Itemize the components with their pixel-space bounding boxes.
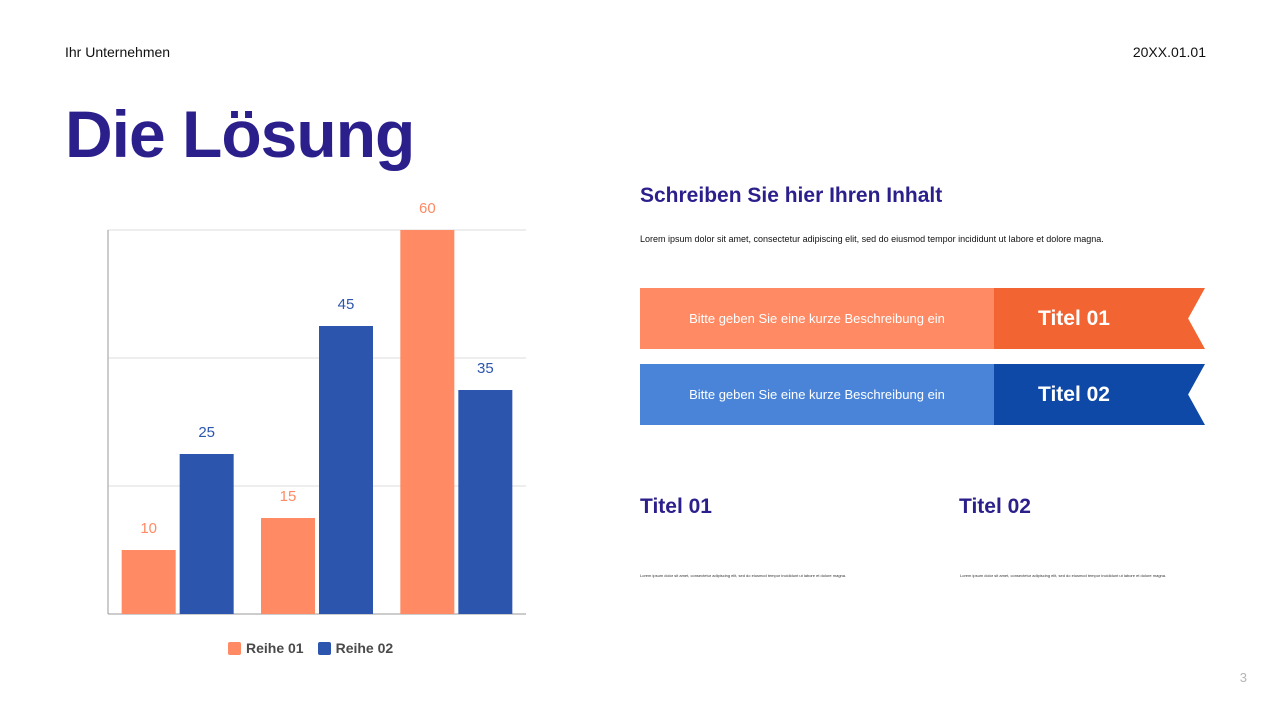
bar-s2-c1: [179, 454, 234, 614]
column-2-title: Titel 02: [959, 495, 1031, 518]
legend-item-series-1: Reihe 01: [228, 640, 304, 656]
banner-2-tag: Titel 02: [994, 364, 1205, 425]
column-2-text: Lorem ipsum dolor sit amet, consectetur …: [960, 573, 1167, 578]
data-label-s1-c2: 15: [280, 488, 297, 505]
legend-label-series-1: Reihe 01: [246, 640, 304, 656]
column-1-title: Titel 01: [640, 495, 712, 518]
banner-1-title: Titel 01: [1038, 306, 1110, 330]
bar-s2-c3: [458, 390, 513, 614]
page-title: Die Lösung: [65, 97, 415, 171]
banner-1-description: Bitte geben Sie eine kurze Beschreibung …: [640, 288, 994, 349]
bar-s1-c2: [261, 518, 315, 614]
bar-s1-c3: [400, 230, 455, 614]
banner-1: Bitte geben Sie eine kurze Beschreibung …: [640, 288, 1205, 349]
date-label: 20XX.01.01: [1132, 44, 1206, 60]
chart-legend: Reihe 01 Reihe 02: [228, 640, 393, 656]
bar-chart: 10 25 15 45 60 35: [107, 200, 526, 615]
bar-s2-c2: [319, 326, 373, 614]
banner-2-title: Titel 02: [1038, 382, 1110, 406]
data-label-s2-c1: 25: [198, 424, 215, 441]
banner-1-tag: Titel 01: [994, 288, 1205, 349]
content-heading: Schreiben Sie hier Ihren Inhalt: [640, 184, 943, 207]
column-1-text: Lorem ipsum dolor sit amet, consectetur …: [640, 573, 847, 578]
content-text: Lorem ipsum dolor sit amet, consectetur …: [640, 234, 1104, 244]
banner-2: Bitte geben Sie eine kurze Beschreibung …: [640, 364, 1205, 425]
legend-item-series-2: Reihe 02: [317, 640, 394, 656]
data-label-s1-c1: 10: [140, 520, 157, 537]
company-name: Ihr Unternehmen: [65, 44, 171, 60]
page-number: 3: [1239, 670, 1247, 685]
banner-2-description: Bitte geben Sie eine kurze Beschreibung …: [640, 364, 994, 425]
legend-swatch-series-2: [317, 641, 331, 655]
data-label-s2-c2: 45: [338, 296, 355, 313]
legend-swatch-series-1: [228, 641, 241, 655]
legend-label-series-2: Reihe 02: [335, 640, 394, 656]
bar-s1-c1: [121, 550, 176, 614]
data-label-s1-c3: 60: [419, 200, 436, 217]
data-label-s2-c3: 35: [477, 360, 494, 377]
